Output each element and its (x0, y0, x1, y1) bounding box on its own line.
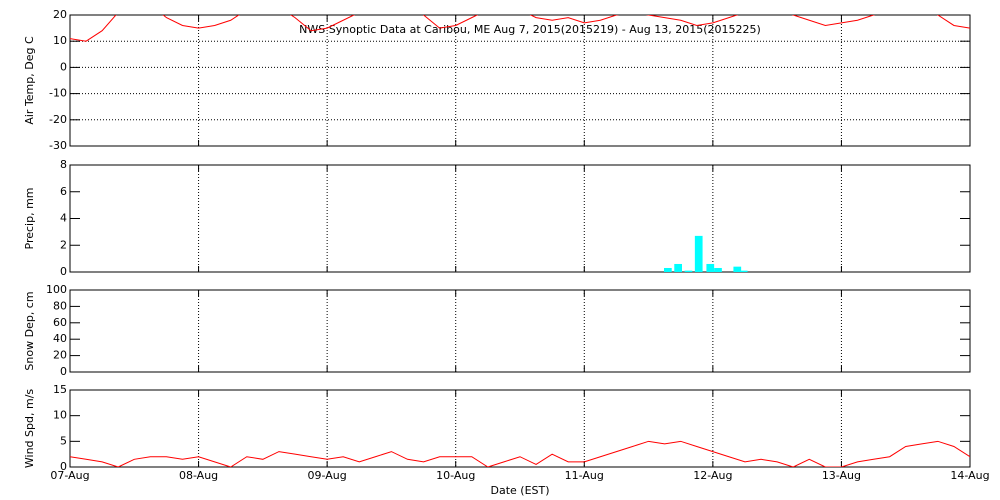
plot-area (70, 440, 970, 467)
bar (674, 263, 682, 272)
y-axis-label: Precip, mm (23, 188, 36, 250)
data-line (70, 440, 970, 467)
x-tick-label: 13-Aug (822, 469, 861, 482)
x-tick-label: 08-Aug (179, 469, 218, 482)
y-tick-label: 0 (60, 60, 67, 73)
bar (684, 270, 693, 272)
y-tick-label: 2 (60, 238, 67, 251)
bar (733, 266, 742, 272)
x-tick-label: 07-Aug (50, 469, 89, 482)
bar (694, 235, 703, 272)
y-tick-label: 80 (53, 299, 67, 312)
x-axis-label: Date (EST) (490, 484, 549, 497)
y-axis-label: Wind Spd, m/s (23, 389, 36, 469)
y-tick-label: 0 (60, 365, 67, 378)
y-tick-label: 5 (60, 434, 67, 447)
y-tick-label: 40 (53, 332, 67, 345)
bar (664, 267, 672, 272)
x-tick-label: 09-Aug (308, 469, 347, 482)
plot-area (70, 15, 970, 42)
x-tick-label: 10-Aug (436, 469, 475, 482)
y-tick-label: -20 (49, 113, 67, 126)
y-tick-label: 8 (60, 158, 67, 171)
plot-frame (69, 14, 971, 147)
y-tick-label: 0 (60, 265, 67, 278)
plot-frame (69, 389, 971, 468)
bar (706, 263, 715, 272)
y-tick-label: -30 (49, 139, 67, 152)
y-tick-label: 20 (53, 349, 67, 362)
x-tick-label: 12-Aug (693, 469, 732, 482)
bar (714, 267, 722, 272)
y-tick-label: 0 (60, 460, 67, 473)
y-tick-label: 60 (53, 316, 67, 329)
y-axis-label: Air Temp, Deg C (23, 36, 36, 125)
x-tick-label: 11-Aug (565, 469, 604, 482)
data-line (70, 15, 970, 42)
y-tick-label: 100 (46, 283, 67, 296)
y-tick-label: 10 (53, 34, 67, 47)
y-tick-label: -10 (49, 87, 67, 100)
y-tick-label: 15 (53, 383, 67, 396)
y-tick-label: 10 (53, 409, 67, 422)
y-tick-label: 4 (60, 212, 67, 225)
plot-area (664, 235, 748, 272)
y-tick-label: 6 (60, 185, 67, 198)
plot-frame (69, 164, 971, 273)
chart-title: NWS Synoptic Data at Caribou, ME Aug 7, … (299, 23, 761, 36)
bar (739, 270, 748, 272)
plot-frame (69, 289, 971, 373)
y-tick-label: 20 (53, 8, 67, 21)
y-axis-label: Snow Dep, cm (23, 291, 36, 370)
x-tick-label: 14-Aug (950, 469, 989, 482)
